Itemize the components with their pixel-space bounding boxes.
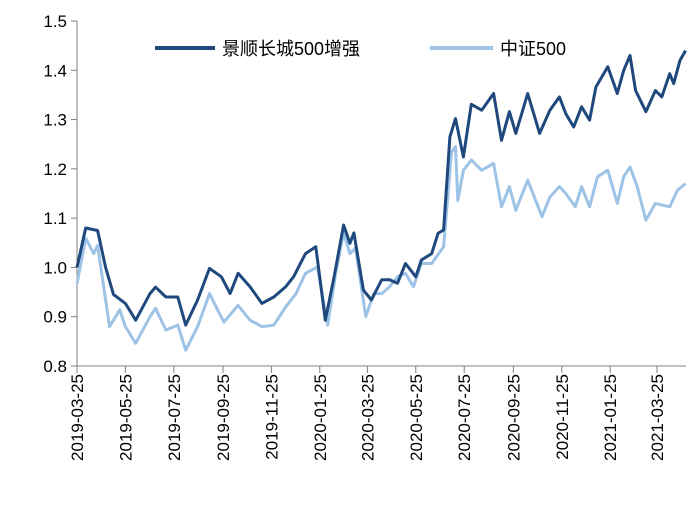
axes: 0.8 0.9 1.0 1.1 1.2 1.3 1.4 1.5 2019-03-25 2019-0… bbox=[43, 12, 686, 461]
x-tick-label: 2020-07-25 bbox=[455, 374, 474, 461]
x-tick-label: 2019-11-25 bbox=[262, 374, 281, 460]
x-tick-label: 2019-03-25 bbox=[68, 374, 87, 461]
x-tick-label: 2020-05-25 bbox=[407, 374, 426, 461]
x-tick-label: 2020-11-25 bbox=[553, 374, 572, 460]
y-tick-label: 1.5 bbox=[43, 12, 67, 31]
series-line-0 bbox=[75, 49, 687, 327]
y-tick-label: 1.3 bbox=[43, 111, 67, 130]
x-tick-label: 2020-03-25 bbox=[358, 374, 377, 461]
y-tick-label: 1.2 bbox=[43, 160, 67, 179]
x-tick-label: 2021-01-25 bbox=[601, 374, 620, 461]
y-tick-label: 0.8 bbox=[43, 357, 67, 376]
legend: 景顺长城500增强 中证500 bbox=[155, 39, 566, 59]
legend-label-1: 中证500 bbox=[500, 39, 566, 59]
y-tick-label: 1.4 bbox=[43, 61, 67, 80]
y-tick-label: 1.0 bbox=[43, 258, 67, 277]
x-tick-label: 2020-01-25 bbox=[311, 374, 330, 461]
y-tick-label: 1.1 bbox=[43, 209, 67, 228]
x-tick-label: 2021-03-25 bbox=[648, 374, 667, 461]
series-line-1 bbox=[75, 145, 687, 352]
x-tick-label: 2019-09-25 bbox=[214, 374, 233, 461]
series-lines bbox=[75, 49, 687, 352]
legend-label-0: 景顺长城500增强 bbox=[222, 39, 360, 59]
y-tick-label: 0.9 bbox=[43, 308, 67, 327]
x-tick-label: 2019-05-25 bbox=[116, 374, 135, 461]
x-tick-label: 2019-07-25 bbox=[165, 374, 184, 461]
x-tick-label: 2020-09-25 bbox=[504, 374, 523, 461]
